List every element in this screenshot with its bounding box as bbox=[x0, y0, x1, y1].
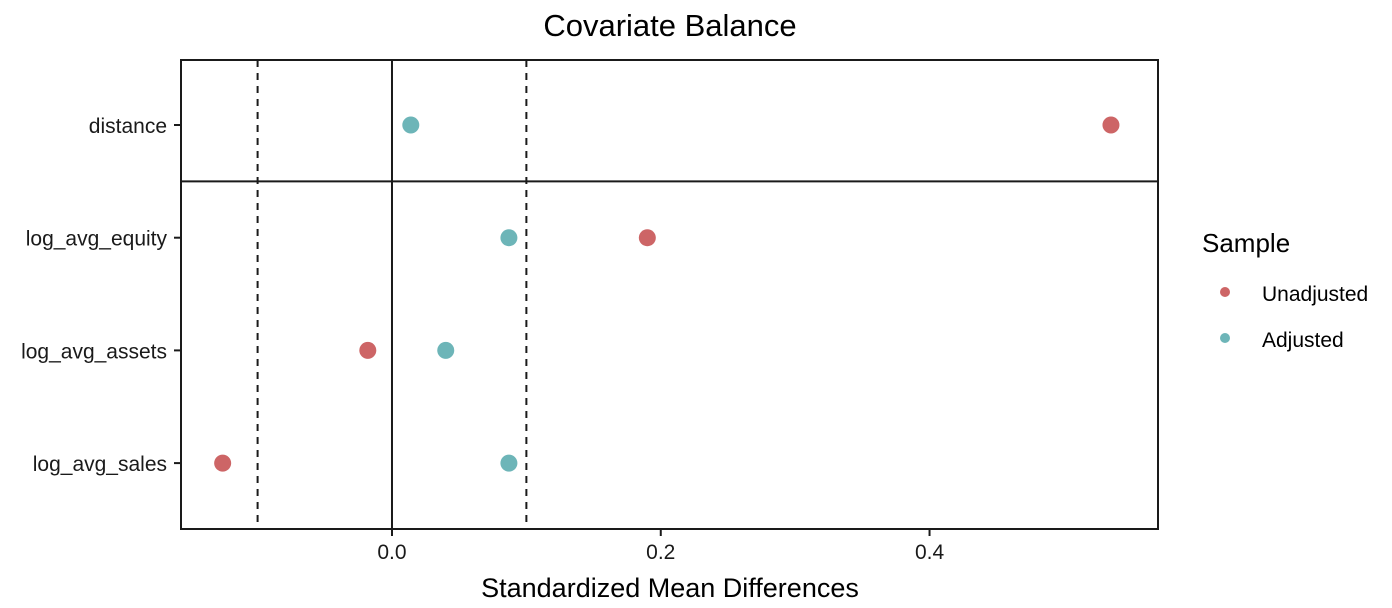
legend-title: Sample bbox=[1202, 228, 1290, 258]
point-unadjusted bbox=[359, 341, 377, 359]
legend-label-unadjusted: Unadjusted bbox=[1262, 283, 1368, 306]
y-tick-label: distance bbox=[89, 115, 167, 138]
legend-key-adjusted bbox=[1220, 333, 1230, 343]
x-tick-label: 0.2 bbox=[646, 541, 675, 564]
x-axis-title: Standardized Mean Differences bbox=[481, 573, 859, 603]
y-tick-label: log_avg_assets bbox=[21, 340, 167, 363]
chart-title: Covariate Balance bbox=[543, 8, 796, 43]
y-tick-label: log_avg_sales bbox=[33, 453, 167, 476]
legend: Sample Unadjusted Adjusted bbox=[1202, 228, 1368, 352]
point-adjusted bbox=[437, 341, 455, 359]
plot-panel bbox=[180, 59, 1159, 530]
point-unadjusted bbox=[1102, 116, 1120, 134]
point-adjusted bbox=[500, 454, 518, 472]
legend-key-unadjusted bbox=[1220, 287, 1230, 297]
y-tick-label: log_avg_equity bbox=[26, 228, 168, 251]
point-unadjusted bbox=[214, 454, 232, 472]
point-unadjusted bbox=[638, 229, 656, 247]
legend-label-adjusted: Adjusted bbox=[1262, 329, 1344, 352]
x-tick-label: 0.0 bbox=[377, 541, 406, 564]
point-adjusted bbox=[402, 116, 420, 134]
point-adjusted bbox=[500, 229, 518, 247]
x-tick-label: 0.4 bbox=[915, 541, 945, 564]
